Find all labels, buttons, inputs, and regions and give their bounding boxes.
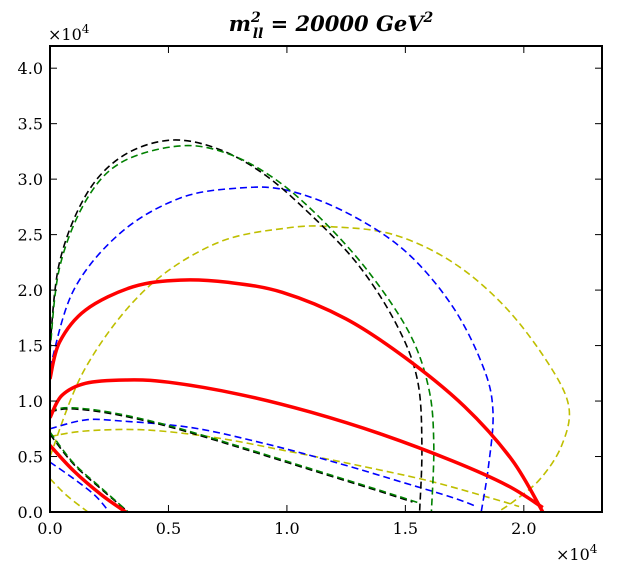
plot-frame — [49, 45, 603, 513]
series-green-low — [50, 431, 129, 512]
y-tick-label: 0.0 — [18, 503, 43, 522]
x-tick-label: 0.5 — [156, 519, 181, 538]
series-green-inner — [50, 406, 420, 504]
series-yellow-low — [50, 478, 89, 512]
series-red-low — [50, 444, 127, 512]
y-tick-label: 1.5 — [18, 337, 43, 356]
series-black-inner — [50, 407, 413, 503]
series-green-outer — [50, 144, 435, 512]
x-tick-label: 0.0 — [37, 519, 62, 538]
series-layer — [50, 139, 571, 512]
y-tick-label: 0.5 — [18, 448, 43, 467]
y-tick-label: 3.5 — [18, 115, 43, 134]
series-black-low — [50, 433, 129, 512]
series-yellow-inner — [50, 428, 520, 508]
series-blue-low — [50, 461, 110, 512]
x-tick-label: 1.5 — [393, 519, 418, 538]
series-red-outer — [50, 278, 545, 512]
series-blue-inner — [50, 418, 477, 508]
series-red-inner — [50, 378, 544, 510]
y-tick-label: 2.5 — [18, 226, 43, 245]
x-tick-label: 1.0 — [274, 519, 299, 538]
tick-layer: 0.0 0.5 1.0 1.5 2.0 0.0 0.5 1.0 1.5 2.0 2.5 3.0 3.5 4… — [18, 46, 602, 538]
y-multiplier: ×104 — [48, 22, 90, 44]
y-tick-label: 1.0 — [18, 392, 43, 411]
y-tick-label: 4.0 — [18, 59, 43, 78]
y-tick-label: 3.0 — [18, 170, 43, 189]
series-black-outer — [50, 139, 423, 512]
series-yellow-outer — [50, 225, 571, 512]
series-blue-outer — [50, 186, 494, 512]
y-tick-label: 2.0 — [18, 281, 43, 300]
chart-title: m2 ll = 20000 GeV2 — [229, 10, 434, 42]
x-multiplier: ×104 — [556, 542, 598, 564]
x-tick-label: 2.0 — [511, 519, 536, 538]
